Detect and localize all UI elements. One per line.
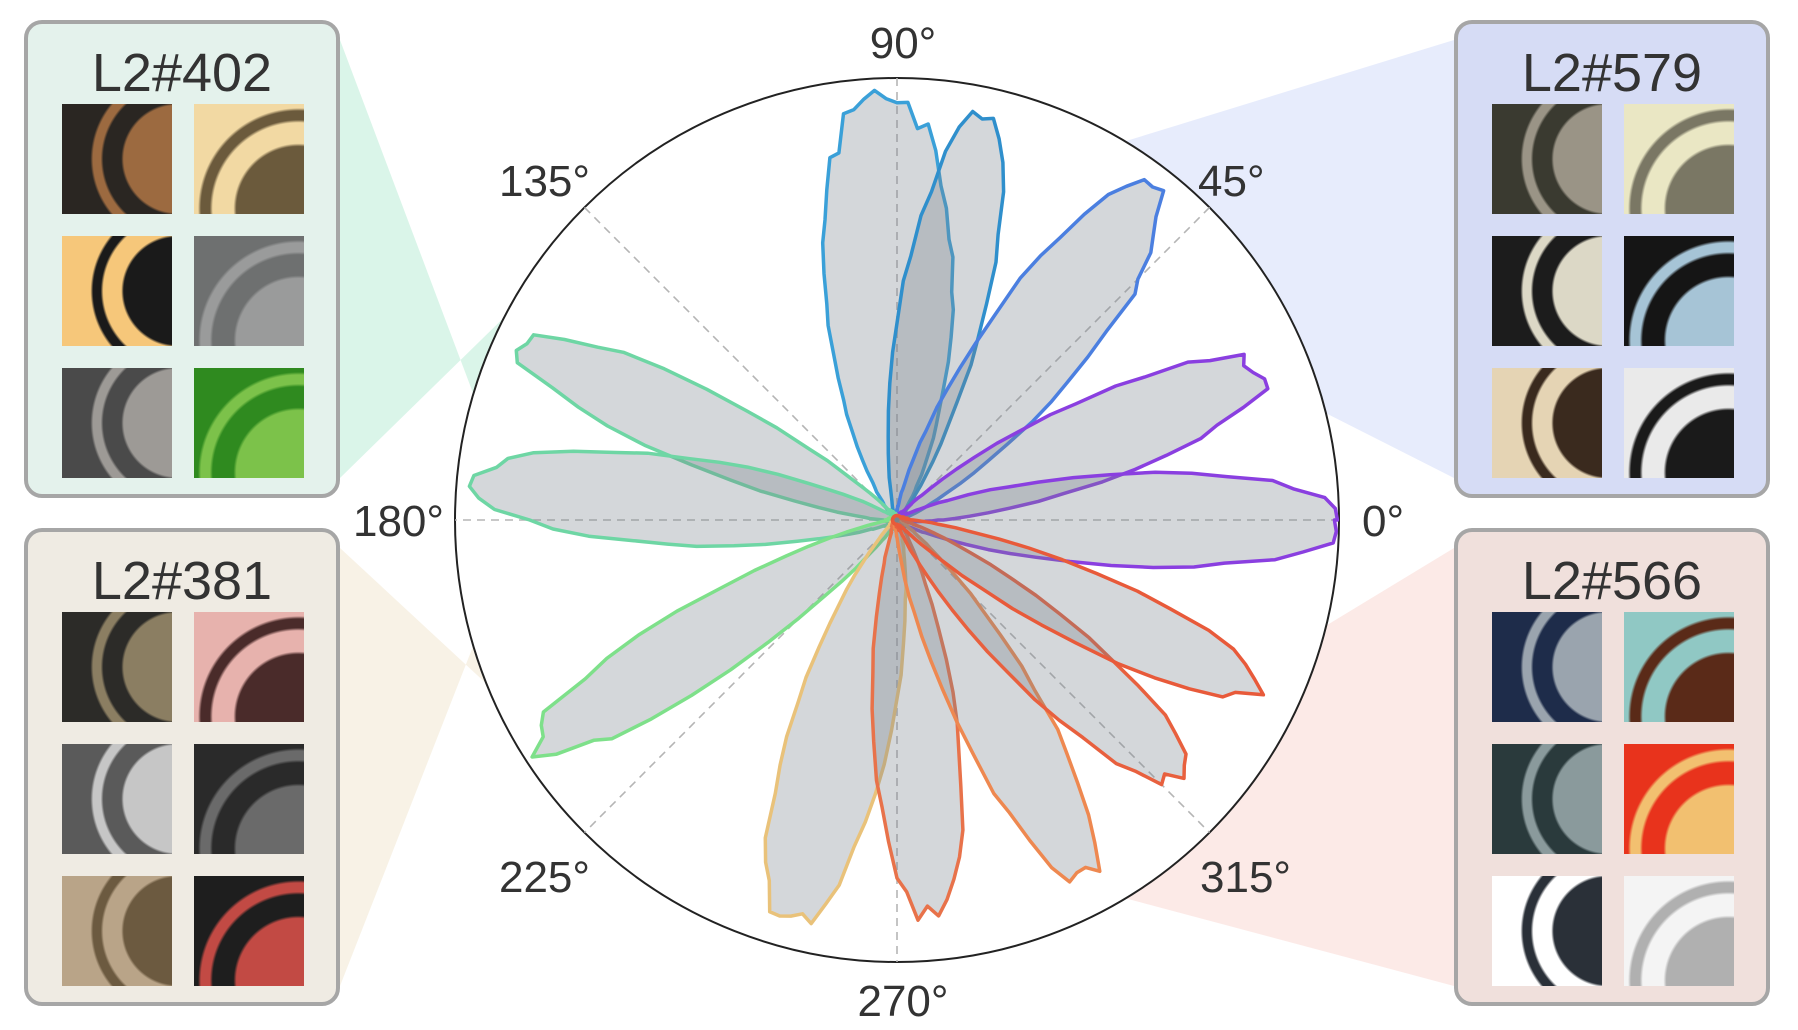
angle-tick-label: 180° [353,497,444,546]
angle-tick-label: 45° [1198,157,1265,206]
patch-thumbnail [194,744,304,854]
patch-thumbnail [1624,744,1734,854]
grid-line [583,206,1211,834]
angle-tick-label: 270° [857,977,948,1026]
panel-title: L2#402 [91,43,273,103]
patch-thumbnail [194,236,304,346]
patch-thumbnail [194,368,304,478]
panel-title: L2#579 [1521,43,1703,103]
callout-wedge [340,548,749,986]
panel-l2-579: L2#579 [1454,20,1770,498]
patch-thumbnail [1624,612,1734,722]
patch-thumbnail [62,876,172,986]
lobe-series-12 [890,513,1266,699]
patch-thumbnail [1624,876,1734,986]
angle-tick-label: 90° [870,19,937,68]
patch-thumbnail [1492,876,1602,986]
patch-thumbnail [1492,104,1602,214]
angle-tick-label: 135° [499,157,590,206]
patch-thumbnail [194,876,304,986]
patch-thumbnail [62,104,172,214]
callout-wedge [340,40,681,478]
patch-thumbnail [62,368,172,478]
panel-title: L2#566 [1521,551,1703,611]
panel-l2-566: L2#566 [1454,528,1770,1006]
callout-wedge [1113,548,1454,986]
patch-thumbnail [62,236,172,346]
panel-title: L2#381 [91,551,273,611]
patch-thumbnail [1492,612,1602,722]
panel-l2-402: L2#402 [24,20,340,498]
patch-thumbnail [62,612,172,722]
angle-tick-label: 225° [499,853,590,902]
patch-thumbnail [1624,368,1734,478]
patch-thumbnail [1624,104,1734,214]
patch-thumbnail [1624,236,1734,346]
patch-thumbnail [1492,744,1602,854]
patch-thumbnail [1492,368,1602,478]
angle-tick-label: 315° [1200,853,1291,902]
angle-tick-label: 0° [1362,497,1404,546]
patch-thumbnail [194,104,304,214]
callout-wedge [1113,40,1454,478]
panel-l2-381: L2#381 [24,528,340,1006]
patch-thumbnail [62,744,172,854]
patch-thumbnail [1492,236,1602,346]
patch-thumbnail [194,612,304,722]
